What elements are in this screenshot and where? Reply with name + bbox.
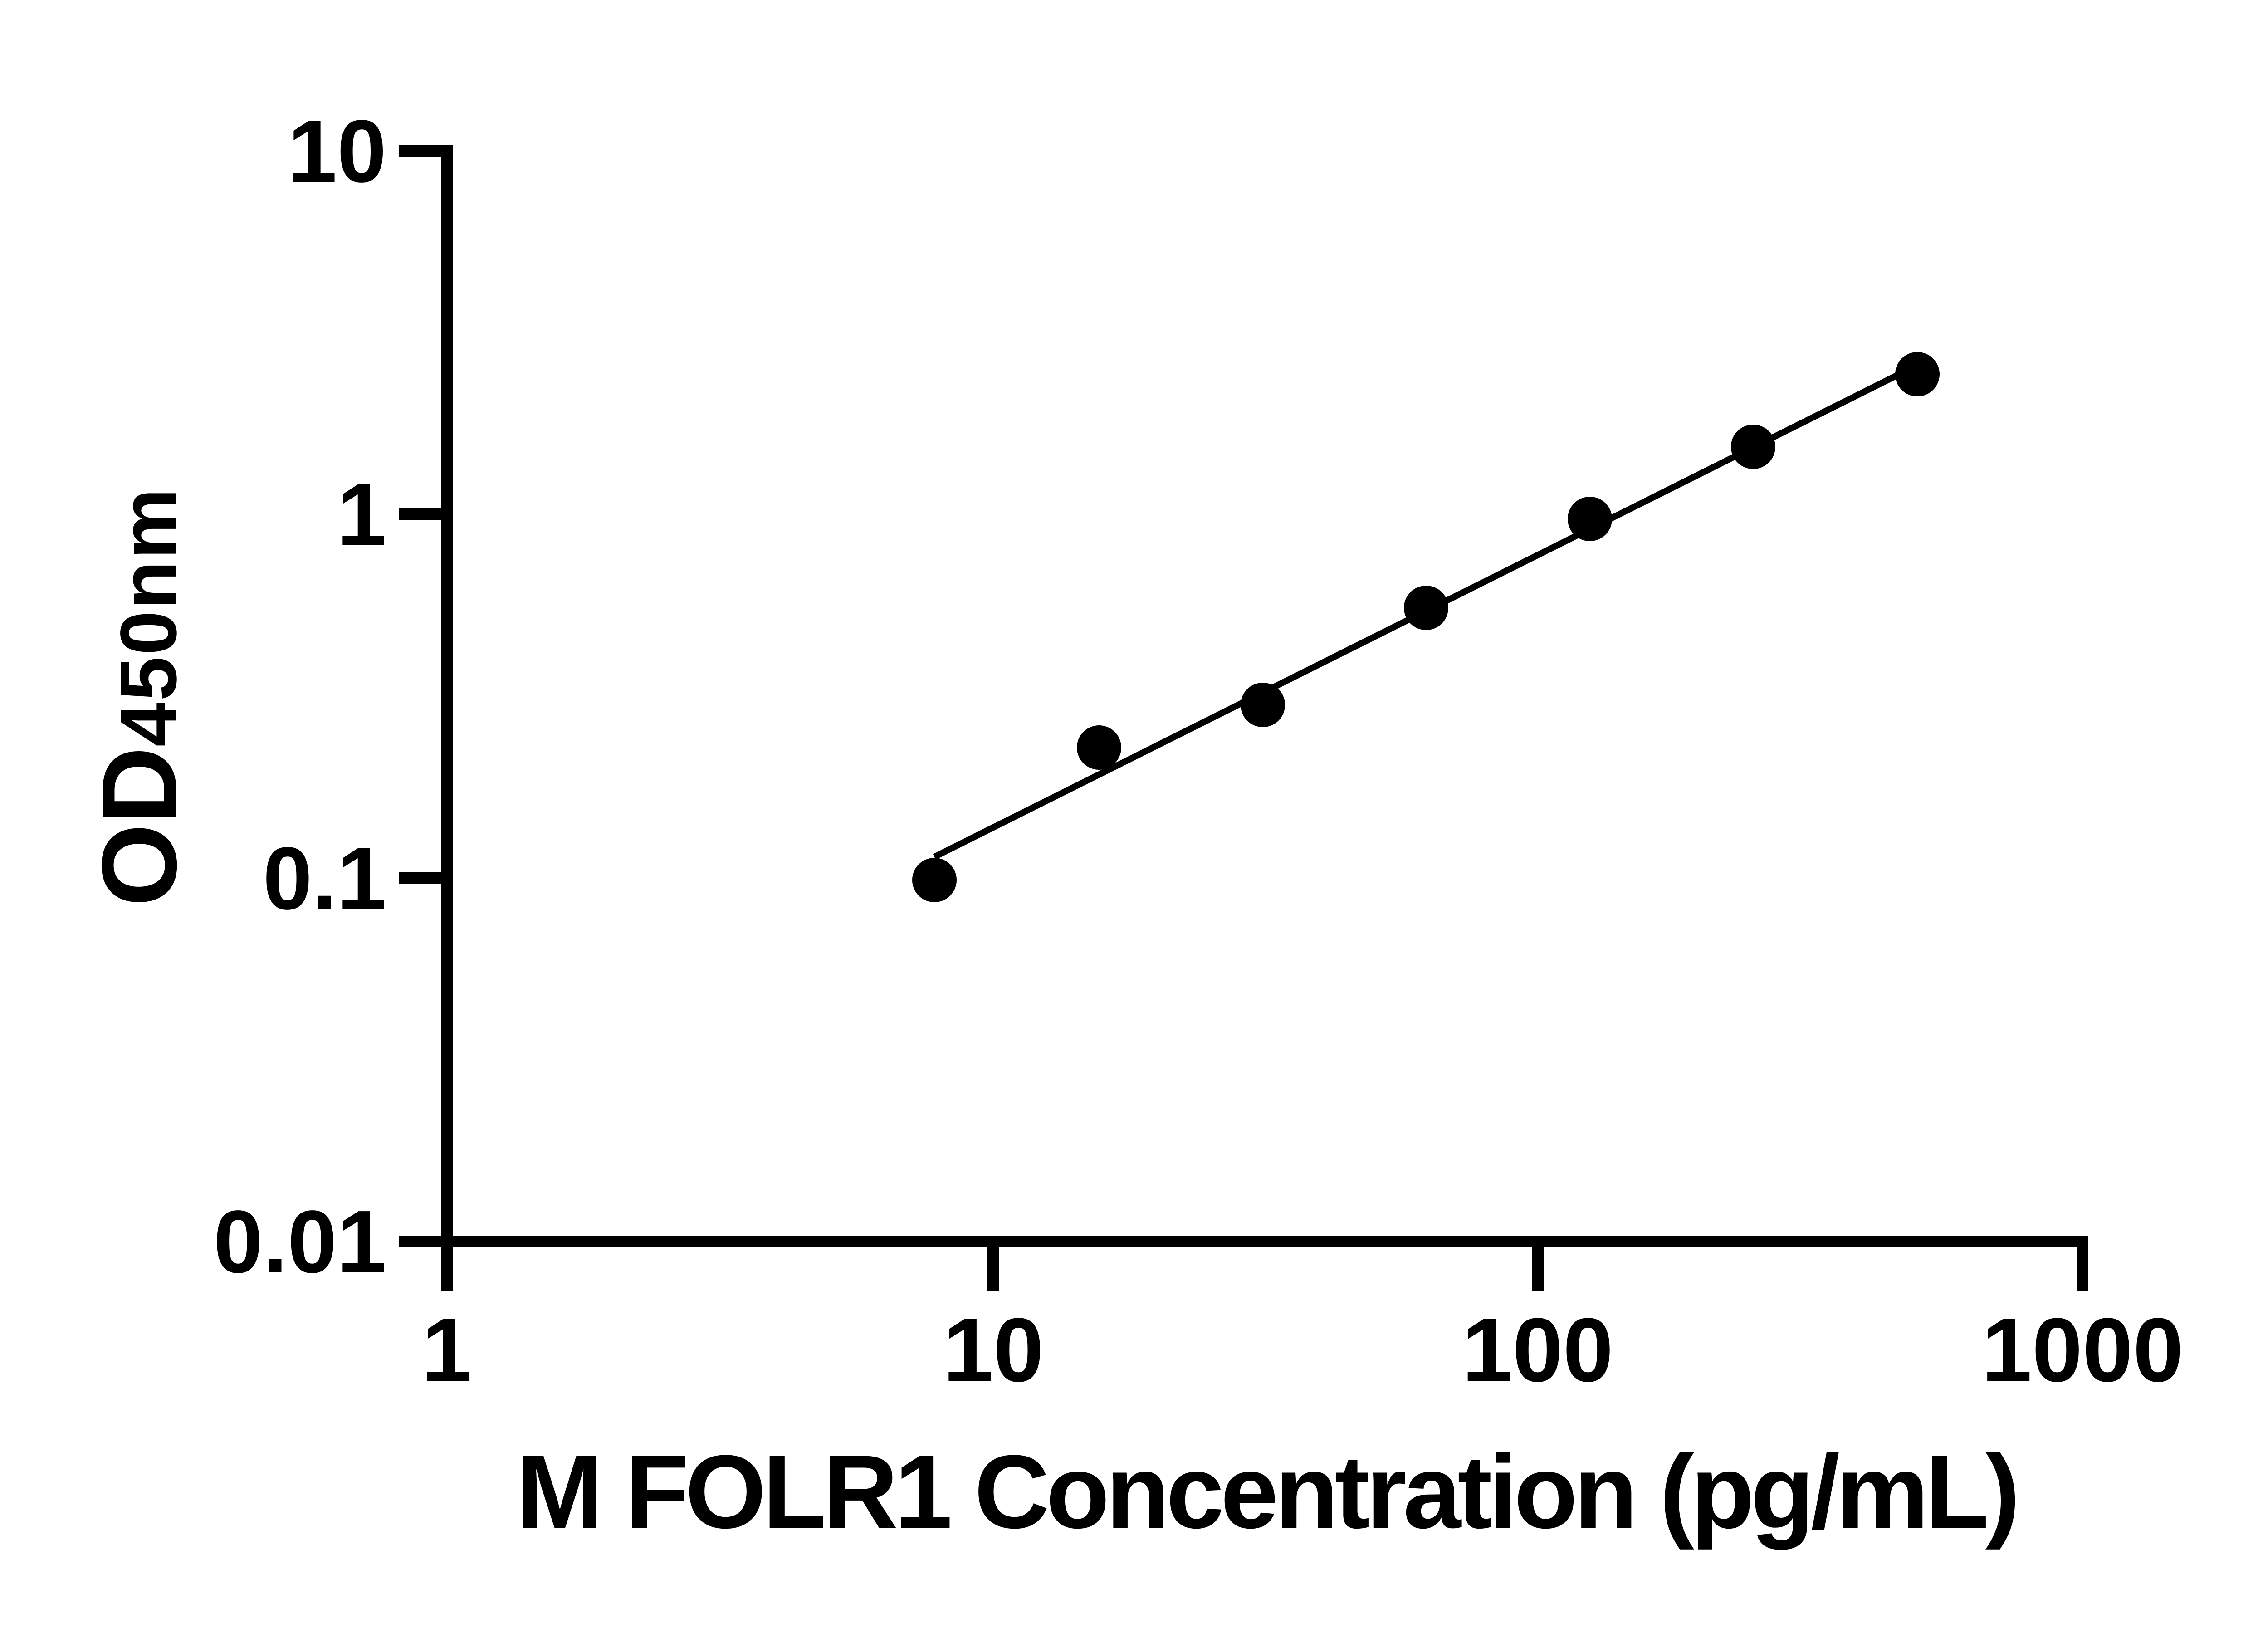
svg-text:0.1: 0.1 (263, 829, 386, 928)
svg-text:1: 1 (421, 1300, 472, 1401)
svg-text:100: 100 (1462, 1300, 1613, 1401)
svg-text:0.01: 0.01 (214, 1192, 386, 1291)
svg-text:1000: 1000 (1982, 1300, 2184, 1401)
svg-text:10: 10 (943, 1300, 1044, 1401)
svg-text:M FOLR1 Concentration (pg/mL): M FOLR1 Concentration (pg/mL) (516, 1433, 2016, 1550)
svg-text:10: 10 (288, 102, 386, 201)
svg-text:1: 1 (337, 465, 386, 564)
